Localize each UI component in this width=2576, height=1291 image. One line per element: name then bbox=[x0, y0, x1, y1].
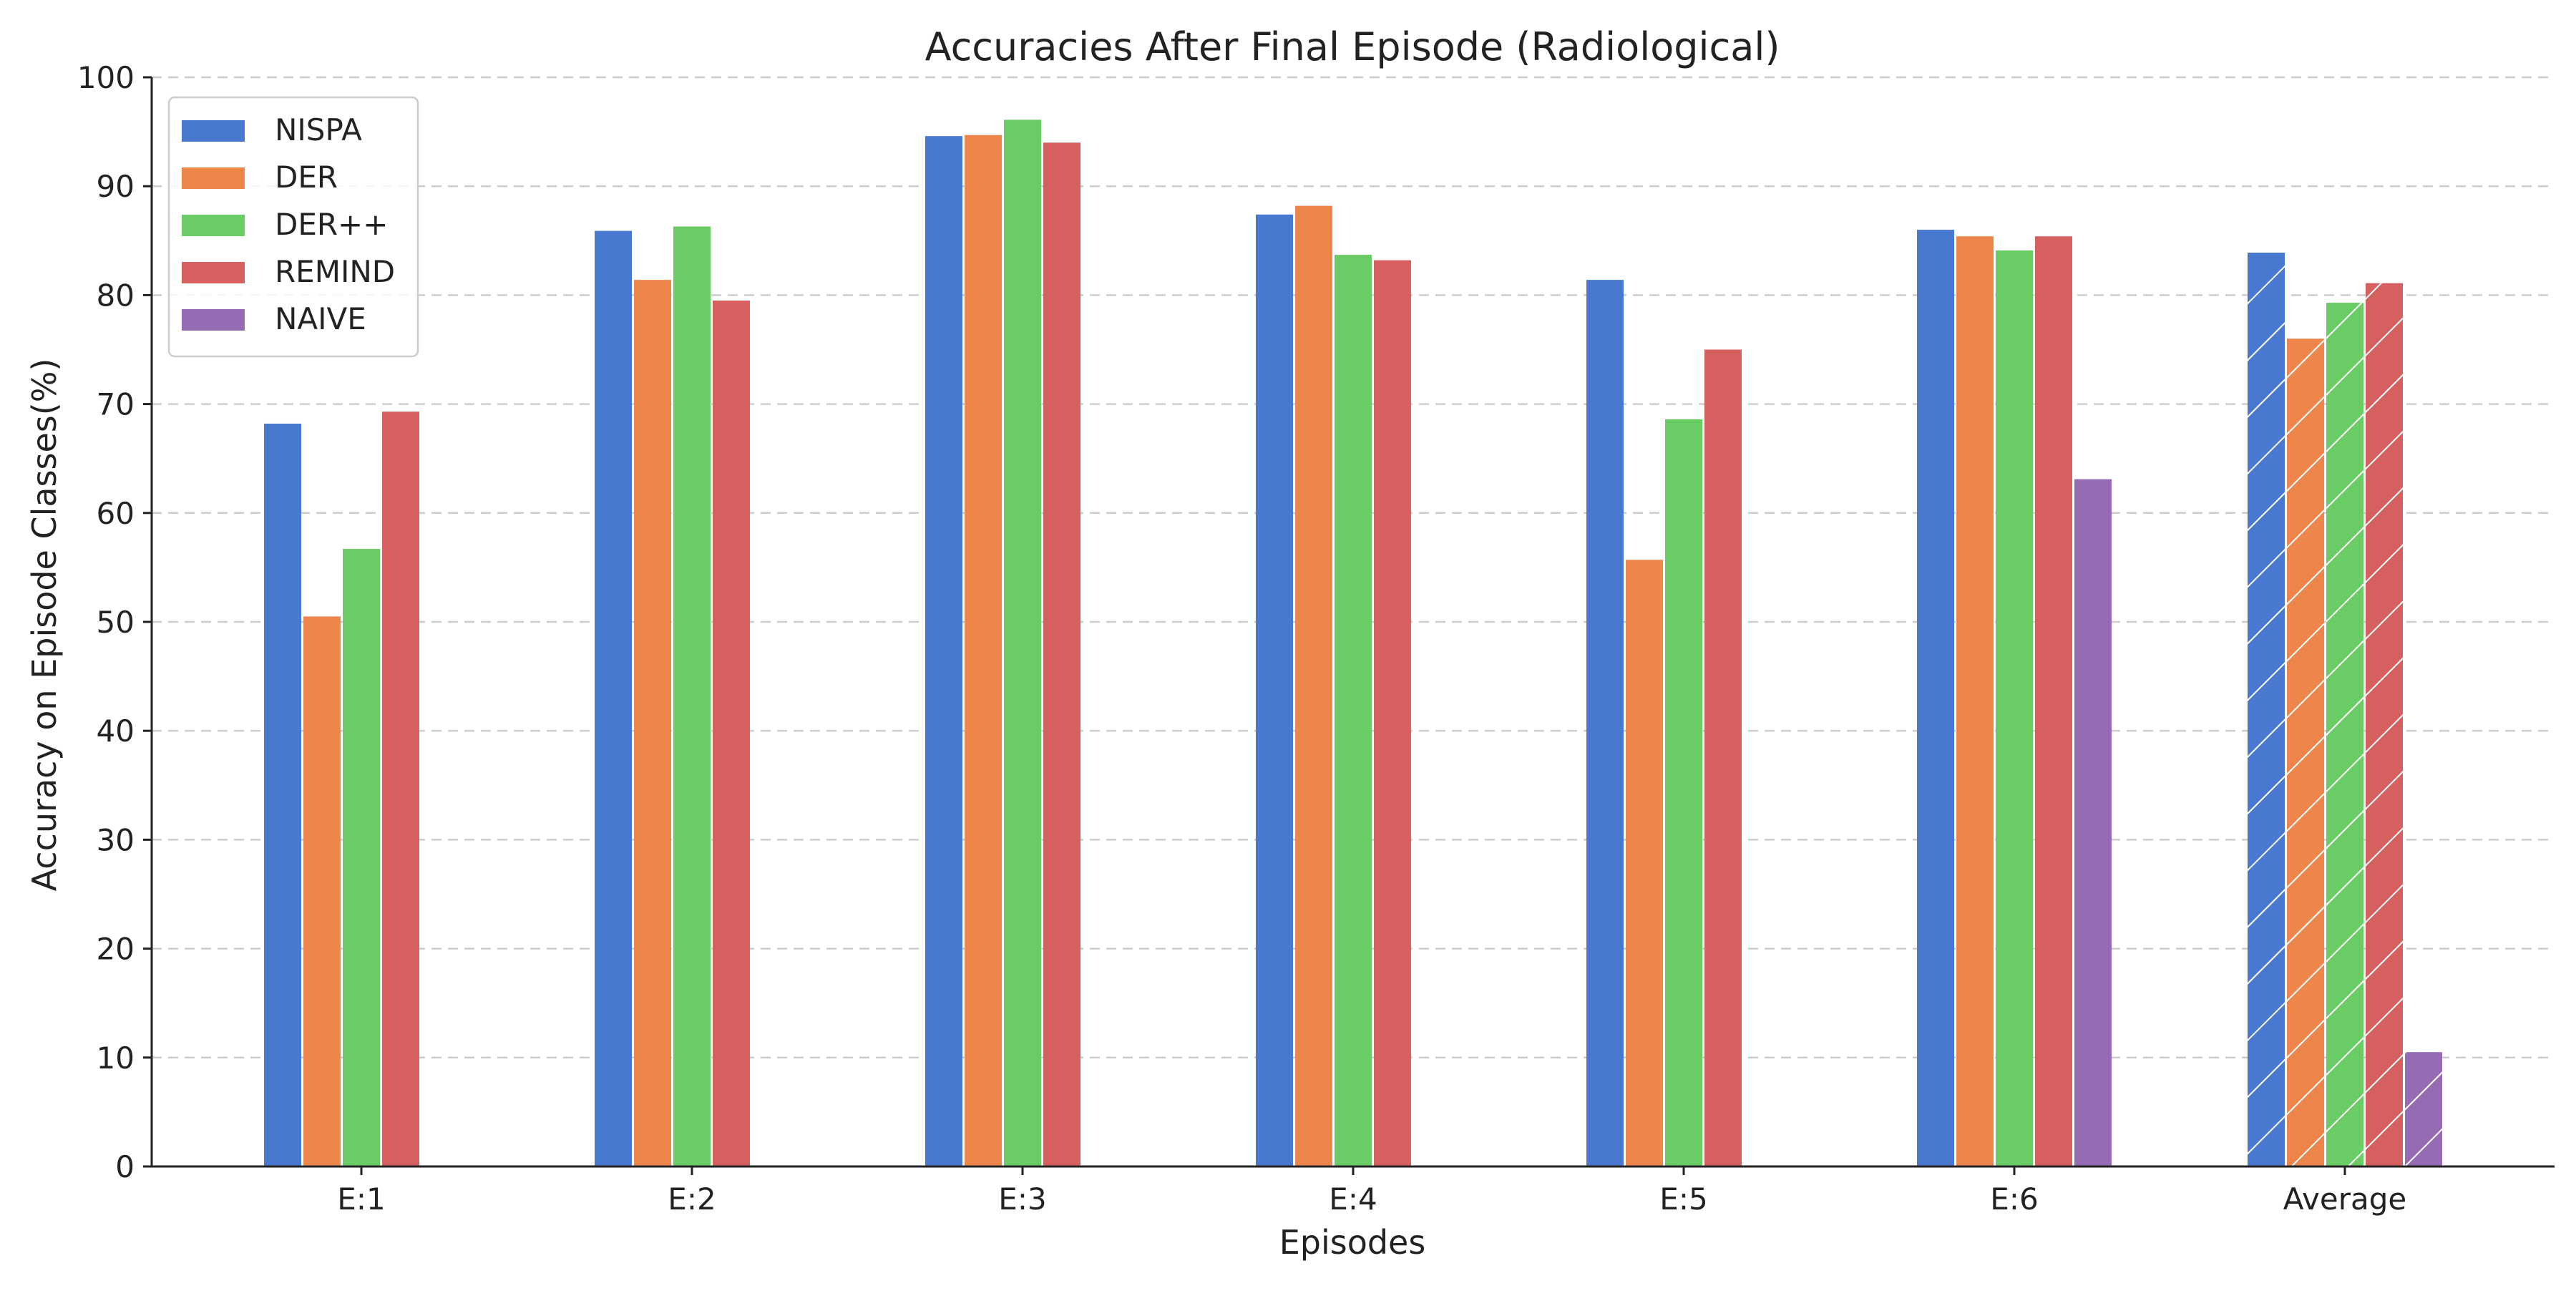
y-tick-label: 10 bbox=[97, 1041, 135, 1076]
y-tick-label: 50 bbox=[97, 605, 135, 640]
y-tick-label: 0 bbox=[115, 1149, 135, 1184]
y-tick-label: 60 bbox=[97, 496, 135, 531]
legend-label: NAIVE bbox=[275, 301, 366, 336]
y-tick-label: 90 bbox=[97, 169, 135, 204]
bar bbox=[1917, 230, 1954, 1167]
bar bbox=[925, 136, 962, 1167]
bar-hatch bbox=[2405, 1052, 2442, 1166]
bar-hatch bbox=[2287, 338, 2324, 1166]
bar bbox=[1256, 214, 1293, 1167]
bar bbox=[343, 549, 380, 1166]
y-tick-label: 100 bbox=[77, 60, 135, 95]
bar bbox=[673, 226, 711, 1166]
bar bbox=[1043, 142, 1080, 1166]
bar bbox=[595, 230, 632, 1166]
bar bbox=[264, 423, 301, 1166]
axes: 0 10 20 30 40 50 60 70 80 90 100 E:1 E:2 E:3 E:4 E:5 E:6… bbox=[77, 60, 2555, 1217]
legend-swatch bbox=[182, 215, 245, 236]
y-axis-title: Accuracy on Episode Classes(%) bbox=[25, 359, 64, 892]
y-tick-label: 80 bbox=[97, 278, 135, 313]
x-tick-label: E:3 bbox=[998, 1182, 1046, 1217]
y-tick-label: 70 bbox=[97, 387, 135, 422]
legend-swatch bbox=[182, 120, 245, 142]
bar bbox=[1295, 205, 1332, 1167]
bar-hatch bbox=[2326, 303, 2363, 1167]
legend-box bbox=[167, 96, 419, 358]
bar bbox=[1586, 280, 1624, 1166]
legend-swatch bbox=[182, 167, 245, 189]
legend-label: REMIND bbox=[275, 254, 395, 289]
legend-swatch bbox=[182, 262, 245, 283]
bar bbox=[303, 616, 341, 1166]
bar bbox=[1956, 236, 1994, 1166]
x-tick-label: E:6 bbox=[1990, 1182, 2038, 1217]
x-tick-label: E:5 bbox=[1659, 1182, 1707, 1217]
chart-title: Accuracies After Final Episode (Radiolog… bbox=[925, 24, 1780, 69]
bar bbox=[382, 411, 419, 1166]
bar bbox=[1704, 349, 1742, 1166]
bar bbox=[1004, 120, 1041, 1166]
x-tick-label: Average bbox=[2283, 1182, 2406, 1217]
x-tick-label: E:1 bbox=[337, 1182, 385, 1217]
bar bbox=[634, 280, 671, 1166]
bar bbox=[1665, 419, 1702, 1167]
x-axis-title: Episodes bbox=[1279, 1223, 1426, 1262]
y-tick-label: 30 bbox=[97, 822, 135, 857]
legend: NISPA DER DER++ REMIND NAIVE bbox=[167, 96, 419, 358]
bar bbox=[1996, 250, 2033, 1166]
legend-label: DER++ bbox=[275, 207, 388, 242]
legend-label: NISPA bbox=[275, 112, 362, 147]
bar bbox=[965, 135, 1002, 1166]
x-tick-label: E:4 bbox=[1329, 1182, 1377, 1217]
legend-swatch bbox=[182, 309, 245, 331]
bar bbox=[2035, 236, 2072, 1166]
bar bbox=[1626, 560, 1663, 1166]
y-tick-label: 20 bbox=[97, 932, 135, 967]
bar-hatch bbox=[2366, 283, 2403, 1167]
legend-label: DER bbox=[275, 160, 338, 195]
y-tick-label: 40 bbox=[97, 713, 135, 749]
x-tick-label: E:2 bbox=[668, 1182, 716, 1217]
bar bbox=[1335, 255, 1372, 1167]
bar bbox=[713, 301, 750, 1166]
bars bbox=[264, 120, 2442, 1167]
bar bbox=[1374, 260, 1411, 1166]
bar bbox=[2074, 479, 2112, 1166]
bar-hatch bbox=[2248, 253, 2285, 1166]
